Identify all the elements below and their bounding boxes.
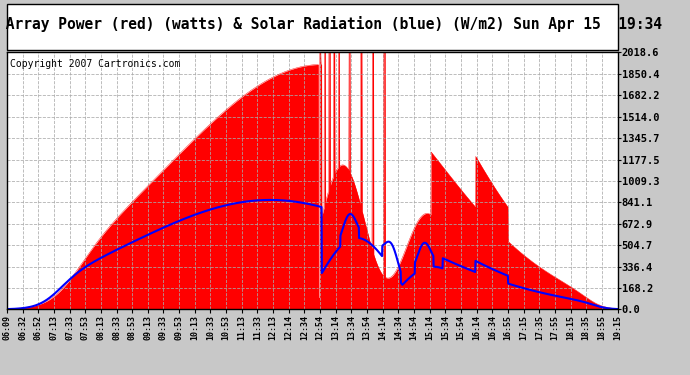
Text: Copyright 2007 Cartronics.com: Copyright 2007 Cartronics.com [10, 59, 180, 69]
Text: West Array Power (red) (watts) & Solar Radiation (blue) (W/m2) Sun Apr 15  19:34: West Array Power (red) (watts) & Solar R… [0, 16, 662, 32]
Bar [7, 4, 618, 50]
